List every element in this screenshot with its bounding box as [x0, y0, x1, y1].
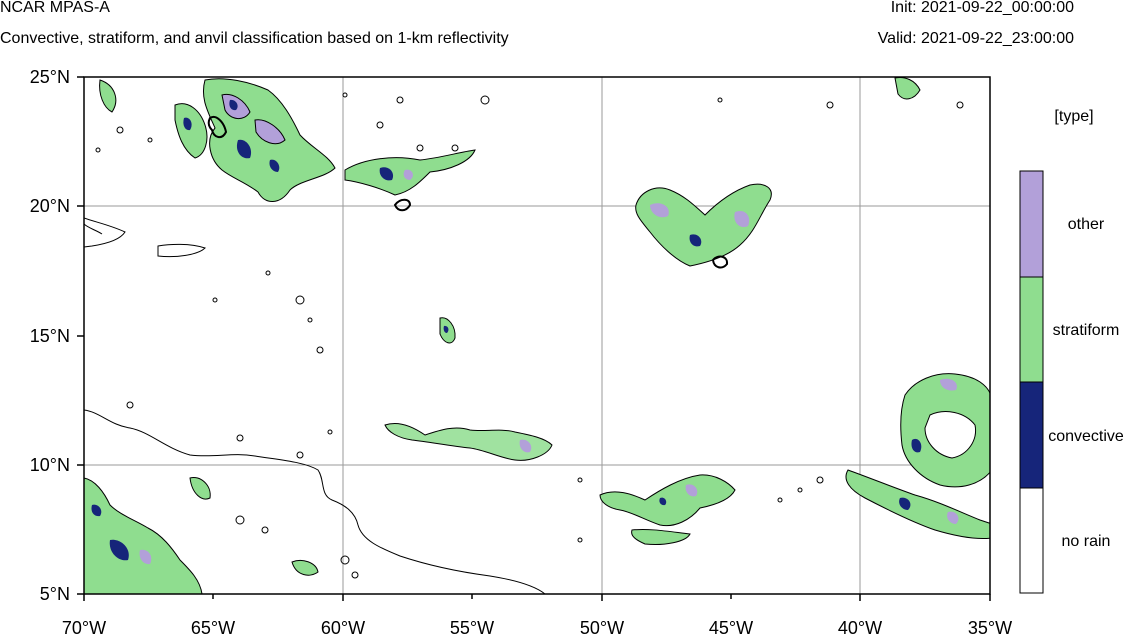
legend-title: [type] — [1054, 108, 1094, 125]
legend-label-convective: convective — [1048, 428, 1124, 445]
legend-label-other: other — [1067, 216, 1105, 233]
lat-label: 5°N — [40, 584, 70, 604]
system-56w-15n — [439, 317, 456, 344]
lon-label: 50°W — [580, 618, 624, 638]
legend-label-no-rain: no rain — [1061, 533, 1111, 550]
system-47w-19n — [635, 183, 772, 269]
system-60w-21n — [344, 149, 476, 212]
system-itcz-band — [384, 422, 736, 545]
init-time: Init: 2021-09-22_00:00:00 — [890, 0, 1074, 16]
legend-swatch-convective — [1020, 382, 1043, 488]
plot-subtitle: Convective, stratiform, and anvil classi… — [0, 30, 509, 47]
lat-label: 25°N — [30, 67, 70, 87]
lon-labels: 70°W 65°W 60°W 55°W 50°W 45°W 40°W 35°W — [62, 618, 1012, 638]
lat-labels: 25°N 20°N 15°N 10°N 5°N — [30, 67, 70, 604]
lon-label: 65°W — [191, 618, 235, 638]
lon-label: 60°W — [321, 618, 365, 638]
precipitation-systems — [84, 77, 990, 594]
lat-label: 10°N — [30, 455, 70, 475]
legend-label-stratiform: stratiform — [1052, 322, 1120, 339]
plot-title: NCAR MPAS-A — [0, 0, 110, 16]
tick-marks — [77, 76, 991, 601]
legend-colorbar — [1019, 170, 1044, 594]
lat-label: 20°N — [30, 196, 70, 216]
system-east-ring — [845, 77, 990, 539]
lon-label: 70°W — [62, 618, 106, 638]
lat-label: 15°N — [30, 326, 70, 346]
system-northwest — [99, 78, 336, 202]
coastline — [84, 217, 546, 594]
system-southwest — [84, 476, 319, 594]
gridlines — [84, 77, 990, 594]
lon-label: 40°W — [838, 618, 882, 638]
scattered-cells — [95, 92, 964, 579]
lon-label: 35°W — [968, 618, 1012, 638]
legend-swatch-no-rain — [1020, 488, 1043, 593]
valid-time: Valid: 2021-09-22_23:00:00 — [877, 30, 1074, 47]
lon-label: 45°W — [709, 618, 753, 638]
legend-swatch-other — [1020, 171, 1043, 277]
lon-label: 55°W — [450, 618, 494, 638]
legend-swatch-stratiform — [1020, 277, 1043, 382]
